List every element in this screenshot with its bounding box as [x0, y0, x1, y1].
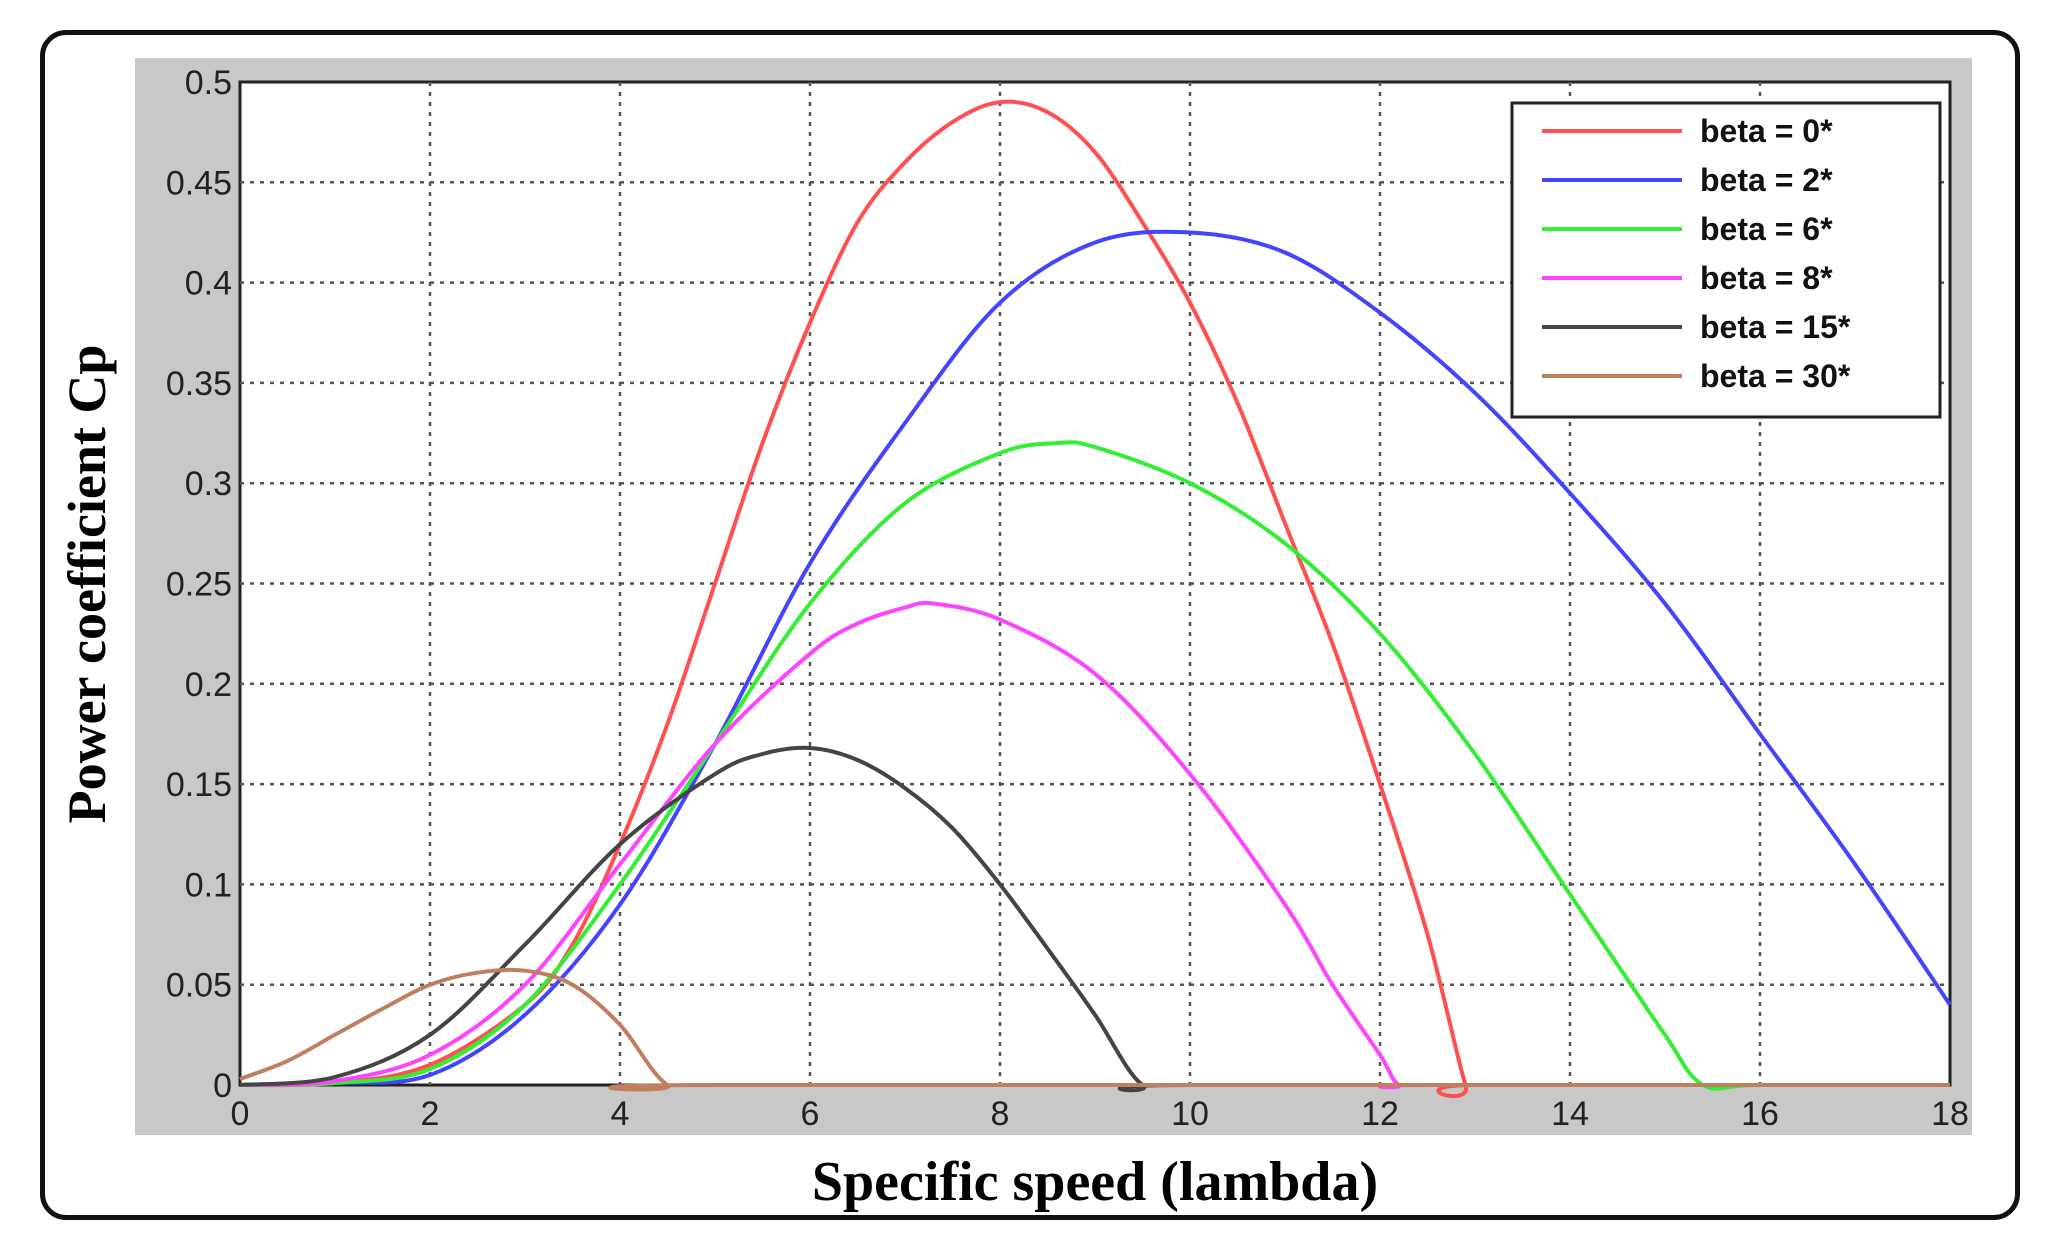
grid — [240, 82, 1950, 1085]
x-axis-label: Specific speed (lambda) — [812, 1151, 1378, 1213]
x-tick-label: 12 — [1361, 1095, 1399, 1133]
y-tick-label: 0.3 — [185, 465, 232, 503]
y-axis-label: Power coefficient Cp — [57, 345, 117, 824]
x-tick-labels: 0 2 4 6 8 10 12 14 16 18 — [231, 1095, 1969, 1133]
series-line-1 — [239, 229, 1952, 1087]
legend-entry: beta = 6* — [1700, 211, 1833, 247]
x-tick-label: 2 — [421, 1095, 440, 1133]
legend: beta = 0* beta = 2* beta = 6* beta = 8* beta… — [1510, 101, 1942, 419]
series-layer — [239, 99, 1952, 1099]
y-tick-label: 0.45 — [166, 164, 232, 202]
y-tick-label: 0.4 — [185, 265, 232, 303]
series-line-5 — [239, 967, 1950, 1092]
x-tick-label: 10 — [1171, 1095, 1209, 1133]
x-tick-label: 0 — [231, 1095, 250, 1133]
legend-entry: beta = 2* — [1700, 162, 1833, 198]
y-tick-label: 0.05 — [166, 967, 232, 1005]
y-tick-labels: 0 0.05 0.1 0.15 0.2 0.25 0.3 0.35 0.4 0.45 0.5 — [166, 64, 232, 1105]
y-tick-label: 0.5 — [185, 64, 232, 102]
legend-box — [1510, 101, 1942, 419]
y-tick-label: 0.1 — [185, 866, 232, 904]
y-tick-label: 0.2 — [185, 666, 232, 704]
x-tick-label: 4 — [611, 1095, 630, 1133]
y-tick-label: 0.35 — [166, 365, 232, 403]
legend-entry: beta = 15* — [1700, 309, 1851, 345]
y-tick-label: 0.25 — [166, 566, 232, 604]
legend-entry: beta = 8* — [1700, 260, 1833, 296]
x-tick-label: 14 — [1551, 1095, 1589, 1133]
x-tick-label: 18 — [1931, 1095, 1969, 1133]
legend-entry: beta = 30* — [1700, 358, 1851, 394]
x-tick-label: 8 — [991, 1095, 1010, 1133]
y-tick-label: 0 — [213, 1067, 232, 1105]
x-tick-label: 16 — [1741, 1095, 1779, 1133]
x-tick-label: 6 — [801, 1095, 820, 1133]
series-line-2 — [239, 440, 1950, 1091]
legend-entry: beta = 0* — [1700, 113, 1833, 149]
y-tick-label: 0.15 — [166, 766, 232, 804]
